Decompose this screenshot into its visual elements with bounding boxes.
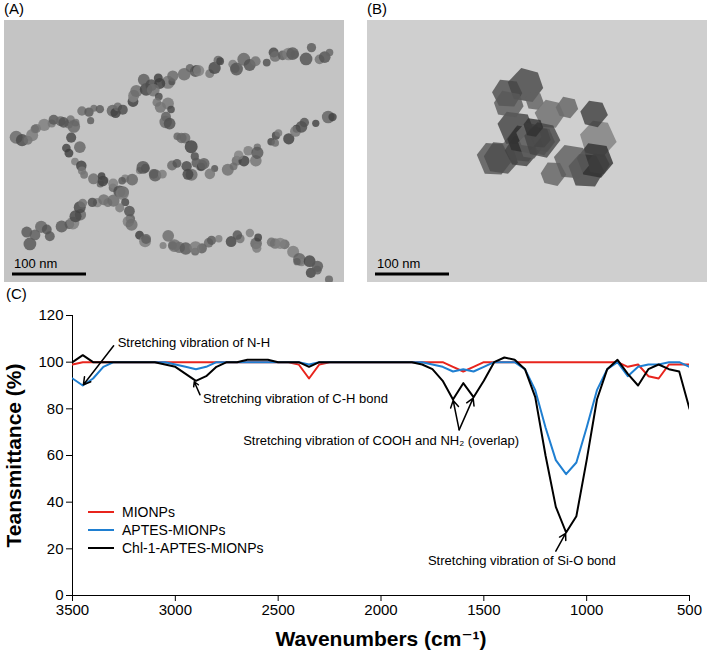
svg-text:500: 500: [677, 601, 702, 618]
svg-text:2500: 2500: [261, 601, 294, 618]
svg-text:Wavenumbers (cm⁻¹): Wavenumbers (cm⁻¹): [275, 627, 486, 650]
svg-text:2000: 2000: [364, 601, 397, 618]
html-text:(C): (C): [6, 285, 27, 302]
svg-text:40: 40: [47, 493, 64, 510]
svg-text:100 nm: 100 nm: [377, 256, 420, 271]
svg-text:100 nm: 100 nm: [14, 256, 57, 271]
svg-text:Stretching vibration of COOH a: Stretching vibration of COOH and NH₂ (ov…: [243, 433, 519, 448]
svg-text:100: 100: [38, 353, 63, 370]
svg-text:Stretching vibration of Si-O b: Stretching vibration of Si-O bond: [428, 553, 616, 568]
svg-text:Stretching vibration of C-H bo: Stretching vibration of C-H bond: [203, 391, 388, 406]
html-text:APTES-MIONPs: APTES-MIONPs: [122, 522, 226, 538]
svg-text:80: 80: [47, 400, 64, 417]
svg-text:3500: 3500: [56, 601, 89, 618]
svg-text:3000: 3000: [159, 601, 192, 618]
svg-text:60: 60: [47, 446, 64, 463]
html-text:Chl-1-APTES-MIONPs: Chl-1-APTES-MIONPs: [122, 540, 264, 556]
svg-text:Teansmittance (%): Teansmittance (%): [2, 364, 25, 548]
svg-text:20: 20: [47, 540, 64, 557]
svg-text:Stretching vibration of N-H: Stretching vibration of N-H: [118, 335, 270, 350]
svg-text:0: 0: [55, 586, 64, 604]
svg-text:(A): (A): [4, 0, 24, 17]
svg-text:(B): (B): [367, 0, 387, 17]
html-text:MIONPs: MIONPs: [122, 504, 175, 520]
svg-text:120: 120: [38, 306, 63, 323]
svg-text:1500: 1500: [467, 601, 500, 618]
svg-text:1000: 1000: [570, 601, 603, 618]
